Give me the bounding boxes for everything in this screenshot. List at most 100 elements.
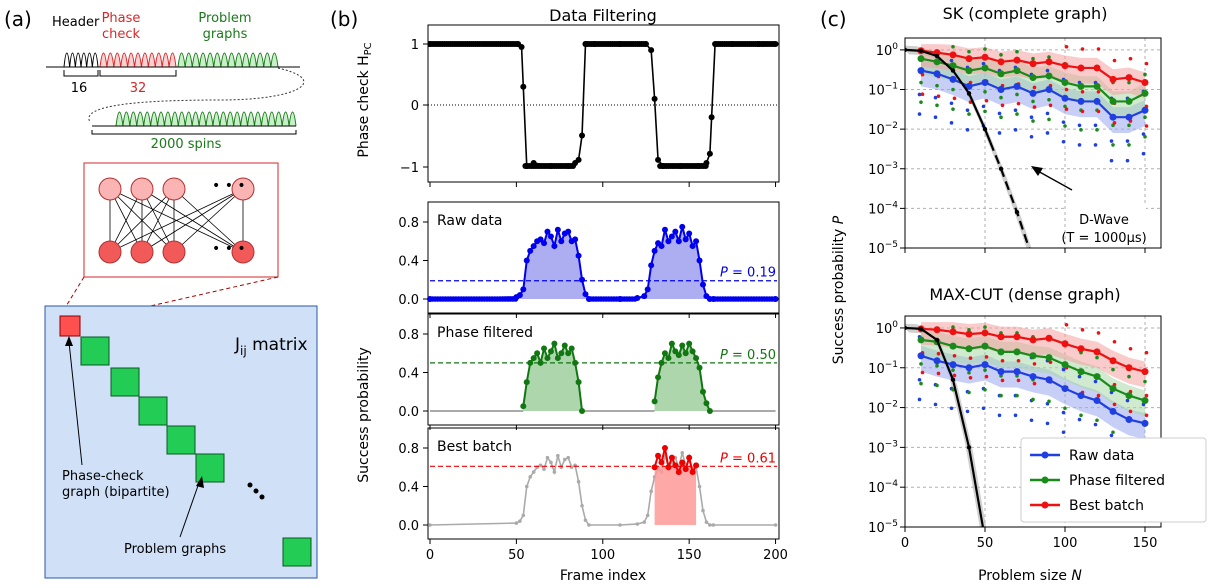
phase-check-point: [579, 132, 586, 139]
filtered-point: [693, 355, 700, 362]
instance-point: [951, 387, 955, 392]
series-point: [1061, 79, 1069, 87]
graph-node-top: [162, 177, 186, 201]
instance-point: [1125, 139, 1130, 143]
instance-point: [1144, 61, 1149, 66]
filtered-point: [655, 374, 662, 381]
graph-edge: [141, 188, 244, 253]
panel-b-title: Data Filtering: [549, 6, 657, 25]
instance-point: [1127, 123, 1131, 128]
dwave-point: [950, 68, 956, 73]
instance-point: [1093, 379, 1098, 384]
instance-point: [951, 87, 955, 92]
instance-point: [1029, 115, 1034, 120]
series-point: [933, 357, 941, 365]
instance-point: [1063, 124, 1067, 128]
c-ylabel: Success probability P: [831, 215, 847, 364]
instance-point: [1016, 378, 1021, 383]
pulse: [134, 52, 142, 68]
instance-point: [1016, 358, 1021, 363]
instance-point: [951, 107, 955, 111]
instance-point: [983, 90, 987, 94]
pulse: [106, 52, 115, 68]
phase-check-point: [708, 114, 715, 121]
series-point: [1045, 354, 1053, 362]
series-point: [1109, 407, 1117, 415]
filtered-point: [661, 350, 668, 357]
dwave-point: [966, 91, 972, 96]
series-point: [1061, 385, 1069, 393]
instance-point: [1045, 111, 1050, 116]
context-point: [428, 523, 432, 527]
series-point: [1061, 361, 1069, 369]
instance-point: [1031, 119, 1035, 123]
instance-point: [1000, 358, 1005, 363]
raw-point: [699, 281, 706, 288]
instance-point: [1077, 123, 1082, 128]
instance-point: [1128, 346, 1133, 351]
raw-point: [554, 226, 561, 233]
pulse: [177, 52, 186, 68]
instance-point: [933, 402, 938, 407]
series-point: [1061, 94, 1069, 102]
pulse: [241, 52, 250, 68]
best-batch-point: [675, 469, 682, 476]
spins-label: 2000 spins: [151, 137, 222, 152]
problem-block: [80, 336, 110, 366]
raw-point: [641, 293, 648, 300]
series-point: [981, 361, 989, 369]
pulse: [281, 111, 290, 127]
context-point: [531, 470, 536, 474]
instance-point: [917, 377, 922, 382]
dwave-point: [1014, 210, 1020, 215]
instance-point: [952, 96, 957, 101]
instance-point: [967, 327, 971, 332]
instance-point: [1061, 410, 1066, 415]
panel-a-label: (a): [4, 7, 32, 31]
pulse-train-top: [63, 52, 279, 68]
context-point: [704, 520, 709, 524]
filtered-point: [689, 348, 696, 355]
instance-point: [984, 374, 989, 379]
instance-point: [952, 373, 957, 378]
ytick-label: 10−3: [868, 161, 898, 178]
instance-point: [983, 387, 987, 392]
ytick-label: −1: [400, 161, 419, 176]
instance-point: [1061, 367, 1066, 372]
series-point: [949, 342, 957, 350]
plot-area: [905, 44, 1149, 248]
instance-point: [1111, 430, 1115, 435]
instance-point: [1032, 105, 1037, 109]
series-point: [1077, 97, 1085, 105]
instance-point: [997, 111, 1002, 116]
count-16: 16: [71, 81, 88, 96]
series-point: [1013, 333, 1021, 341]
ytick-label: 0: [411, 99, 419, 114]
mean-label: P = 0.61: [720, 451, 776, 466]
pulse: [227, 52, 236, 68]
instance-point: [1112, 58, 1117, 63]
raw-point: [710, 296, 717, 302]
dwave-point: [998, 166, 1004, 171]
instance-point: [1144, 350, 1149, 355]
instance-point: [1127, 143, 1131, 147]
ytick-label: 10−2: [868, 121, 898, 138]
series-point: [1109, 385, 1117, 393]
filtered-point: [579, 408, 586, 414]
context-point: [708, 523, 712, 527]
phase-check-point: [520, 83, 527, 90]
series-point: [1109, 113, 1117, 121]
instance-point: [965, 108, 970, 113]
subpanel-label: Phase filtered: [437, 325, 533, 341]
xtick-label: 200: [763, 548, 788, 563]
axes-frame: [904, 315, 1162, 528]
pulse: [248, 52, 258, 68]
instance-point: [1095, 418, 1099, 423]
series-point: [965, 330, 973, 338]
arrow-phase-check: [68, 341, 83, 466]
raw-point: [675, 238, 682, 245]
series-point: [1093, 397, 1101, 405]
instance-point: [1077, 374, 1082, 379]
raw-point: [672, 228, 679, 235]
filtered-point: [703, 400, 710, 407]
